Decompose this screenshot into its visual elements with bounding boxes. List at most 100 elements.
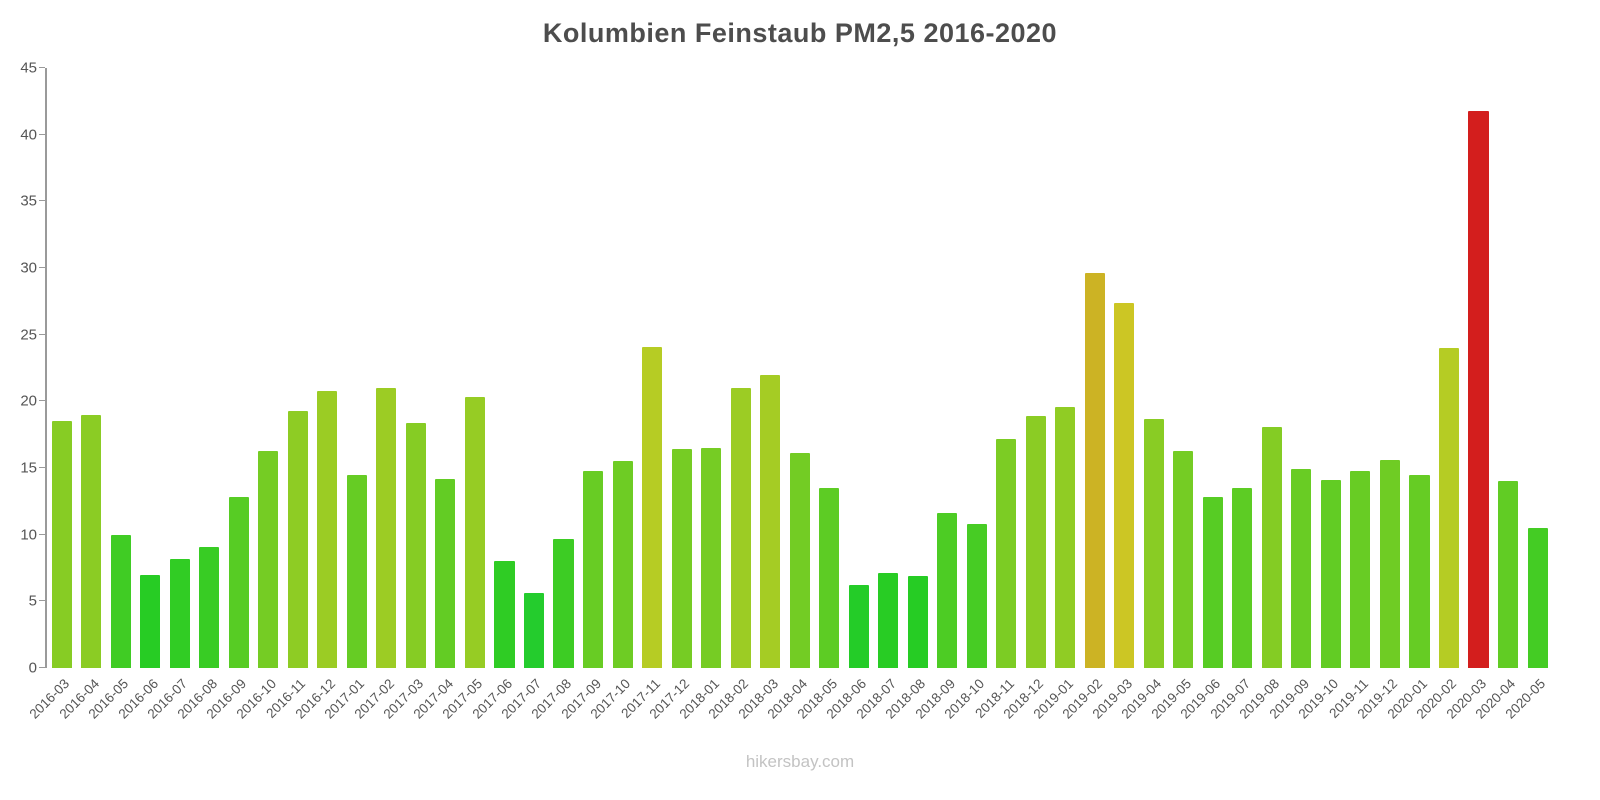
- bar-slot: 2018-01: [676, 68, 726, 722]
- y-axis-tick-label: 30: [20, 259, 37, 277]
- bar: [1497, 481, 1519, 668]
- bar-slot: 2016-11: [264, 68, 313, 721]
- bar: [287, 410, 308, 668]
- bar-slot: 2019-09: [1266, 68, 1317, 722]
- y-axis-tick-mark: [39, 133, 45, 135]
- bar: [1320, 480, 1341, 668]
- bar-slot: 2016-06: [115, 68, 166, 722]
- bar-slot: 2018-12: [1001, 68, 1051, 722]
- bar-slot: 2019-10: [1296, 68, 1346, 722]
- bar: [553, 538, 574, 668]
- bar: [996, 438, 1017, 668]
- bar: [464, 397, 485, 668]
- bar-slot: 2020-05: [1503, 68, 1553, 722]
- bar-slot: 2017-04: [410, 68, 461, 722]
- bar: [110, 534, 131, 668]
- y-axis-tick-mark: [39, 267, 45, 268]
- bar: [1055, 406, 1076, 668]
- bar: [583, 470, 604, 668]
- watermark-text: hikersbay.com: [745, 752, 855, 771]
- bar-slot: 2018-04: [765, 68, 815, 722]
- bar-slot: 2018-05: [794, 68, 844, 722]
- bar-slot: 2018-06: [824, 68, 874, 722]
- bar-slot: 2019-07: [1207, 68, 1258, 722]
- bar-slot: 2016-04: [56, 68, 107, 722]
- bar: [1409, 474, 1430, 668]
- bar-slot: 2017-10: [588, 68, 638, 722]
- bars-container: 2016-03 2016-04 2016-05 2016-06 2016-07 2016-…: [27, 68, 1553, 722]
- bar: [1379, 460, 1400, 668]
- bar-slot: 2016-05: [86, 68, 136, 722]
- bar: [819, 488, 840, 668]
- bar-slot: 2018-02: [706, 68, 756, 722]
- bar-slot: 2018-10: [942, 68, 992, 722]
- bar: [878, 573, 899, 668]
- bar: [51, 421, 72, 668]
- bar-slot: 2016-10: [233, 68, 284, 722]
- bar: [1025, 416, 1046, 668]
- bar-slot: 2019-11: [1326, 68, 1376, 721]
- bar: [1173, 450, 1194, 668]
- bar: [1232, 488, 1253, 668]
- bar-slot: 2018-09: [912, 68, 962, 722]
- y-axis-tick-label: 5: [28, 592, 37, 610]
- bar-slot: 2018-03: [735, 68, 785, 722]
- bar: [1350, 470, 1371, 668]
- bar-slot: 2019-12: [1355, 68, 1405, 722]
- bar-slot: 2019-01: [1030, 68, 1081, 722]
- bar: [701, 448, 722, 668]
- bar: [169, 558, 190, 668]
- bar-slot: 2020-01: [1384, 68, 1435, 722]
- bar: [317, 390, 338, 668]
- bar: [228, 497, 249, 668]
- y-axis-tick-label: 25: [20, 326, 37, 344]
- y-axis-tick-label: 10: [20, 526, 37, 544]
- y-axis-tick-label: 15: [20, 459, 37, 477]
- bar-slot: 2019-08: [1237, 68, 1287, 722]
- bar: [1261, 426, 1282, 668]
- bar: [1114, 302, 1135, 668]
- bar-slot: 2017-12: [647, 68, 697, 722]
- bar-slot: 2018-11: [972, 68, 1022, 721]
- bar: [346, 474, 367, 668]
- bar: [1084, 273, 1105, 668]
- bar: [140, 574, 161, 668]
- bar-slot: 2017-01: [322, 68, 372, 722]
- bar: [907, 576, 928, 668]
- bar: [523, 593, 545, 668]
- bar: [81, 414, 102, 668]
- bar-slot: 2017-07: [499, 68, 549, 722]
- y-axis-tick-mark: [39, 400, 45, 402]
- bar-slot: 2016-12: [292, 68, 343, 722]
- bar-slot: 2019-02: [1060, 68, 1110, 722]
- bar: [494, 561, 515, 668]
- bar-slot: 2016-08: [174, 68, 225, 722]
- y-axis-tick-mark: [39, 667, 45, 668]
- bar: [435, 478, 456, 668]
- bar-slot: 2017-03: [381, 68, 431, 722]
- bar-slot: 2017-05: [440, 68, 490, 722]
- bar-slot: 2019-05: [1148, 68, 1199, 722]
- y-axis-tick-mark: [39, 333, 45, 335]
- bar: [1202, 497, 1223, 668]
- bar-slot: 2018-07: [853, 68, 903, 722]
- bar: [199, 546, 220, 668]
- bar: [966, 524, 987, 668]
- bar: [937, 513, 958, 668]
- y-axis-tick-label: 45: [20, 59, 37, 77]
- bar: [848, 585, 869, 668]
- bar-slot: 2016-09: [204, 68, 254, 722]
- y-axis-tick-mark: [39, 600, 45, 602]
- y-axis-tick-label: 0: [28, 659, 37, 677]
- bar-slot: 2019-04: [1119, 68, 1169, 722]
- bar: [760, 374, 781, 668]
- bar-slot: 2019-03: [1089, 68, 1140, 722]
- bar-slot: 2017-06: [469, 68, 520, 722]
- y-axis-tick-mark: [39, 200, 45, 202]
- bar: [612, 461, 633, 668]
- y-axis-tick-label: 35: [20, 192, 37, 210]
- bar: [258, 450, 279, 668]
- bar-slot: 2017-09: [558, 68, 608, 722]
- bar: [1527, 528, 1548, 668]
